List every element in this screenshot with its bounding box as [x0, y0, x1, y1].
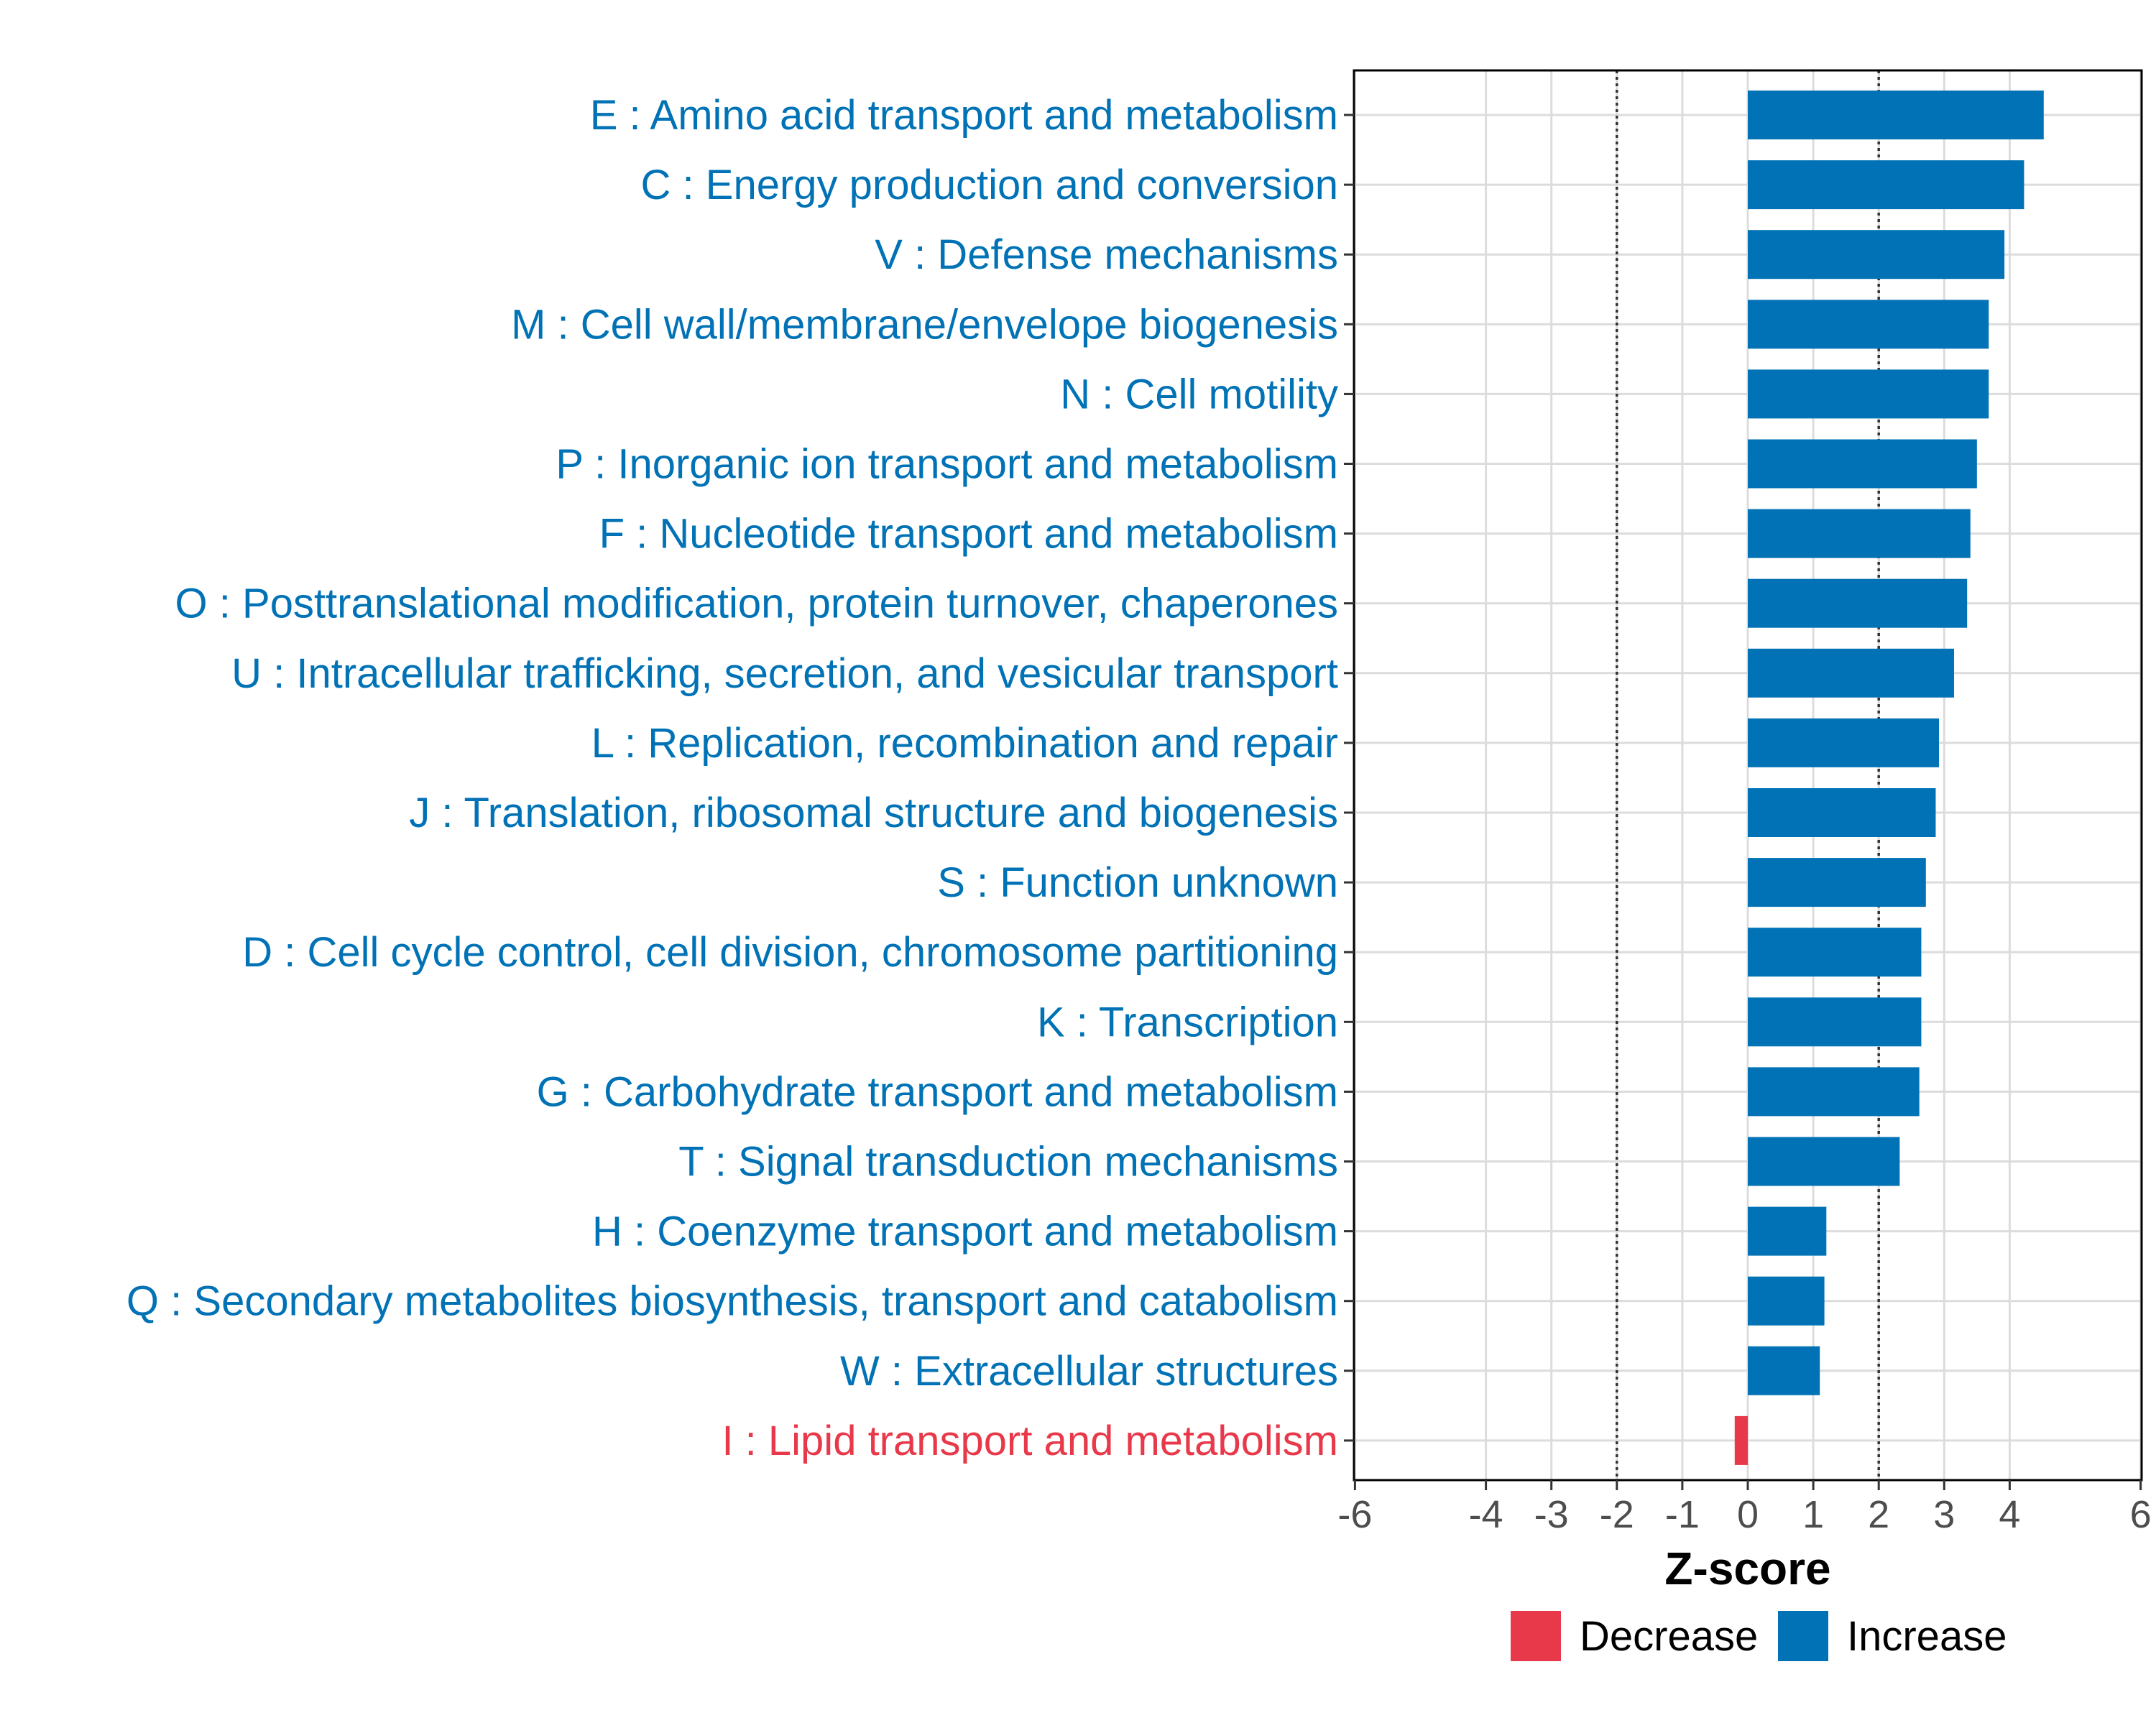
- bar-14: [1748, 1067, 1920, 1117]
- bar-10: [1748, 788, 1936, 837]
- category-label-18: W : Extracellular structures: [840, 1348, 1338, 1395]
- bar-16: [1748, 1206, 1827, 1256]
- legend-swatch-decrease: [1511, 1611, 1561, 1661]
- legend-label-decrease: Decrease: [1580, 1613, 1758, 1660]
- category-label-3: M : Cell wall/membrane/envelope biogenes…: [511, 301, 1338, 348]
- category-label-14: G : Carbohydrate transport and metabolis…: [537, 1068, 1338, 1115]
- x-tick-label-2: -3: [1534, 1493, 1569, 1536]
- x-tick-label-0: -6: [1337, 1493, 1372, 1536]
- x-tick-label-8: 3: [1933, 1493, 1955, 1536]
- x-tick-label-5: 0: [1737, 1493, 1759, 1536]
- legend: Decrease Increase: [1511, 1611, 2007, 1661]
- category-label-9: L : Replication, recombination and repai…: [591, 720, 1338, 767]
- category-label-7: O : Posttranslational modification, prot…: [175, 581, 1338, 627]
- category-label-12: D : Cell cycle control, cell division, c…: [242, 929, 1338, 976]
- category-label-10: J : Translation, ribosomal structure and…: [409, 790, 1338, 836]
- x-tick-label-7: 2: [1868, 1493, 1889, 1536]
- x-tick-label-9: 4: [1999, 1493, 2020, 1536]
- category-label-11: S : Function unknown: [937, 859, 1338, 906]
- bar-8: [1748, 648, 1954, 698]
- bar-19: [1734, 1415, 1748, 1465]
- category-label-0: E : Amino acid transport and metabolism: [590, 92, 1338, 139]
- category-label-8: U : Intracellular trafficking, secretion…: [231, 650, 1338, 697]
- category-label-2: V : Defense mechanisms: [875, 231, 1338, 278]
- x-tick-label-3: -2: [1600, 1493, 1634, 1536]
- category-label-16: H : Coenzyme transport and metabolism: [592, 1209, 1338, 1255]
- bar-2: [1748, 230, 2005, 279]
- bar-4: [1748, 369, 1989, 419]
- category-label-15: T : Signal transduction mechanisms: [678, 1139, 1338, 1186]
- category-label-5: P : Inorganic ion transport and metaboli…: [556, 441, 1338, 488]
- legend-swatch-increase: [1778, 1611, 1828, 1661]
- bar-0: [1748, 91, 2044, 139]
- x-tick-label-10: 6: [2130, 1493, 2152, 1536]
- bar-15: [1748, 1137, 1900, 1186]
- bar-1: [1748, 160, 2024, 210]
- bar-13: [1748, 997, 1922, 1047]
- bar-9: [1748, 718, 1940, 767]
- bar-7: [1748, 578, 1968, 628]
- legend-label-increase: Increase: [1847, 1613, 2007, 1660]
- bar-18: [1748, 1346, 1820, 1395]
- x-tick-label-4: -1: [1665, 1493, 1700, 1536]
- bar-3: [1748, 300, 1989, 349]
- bar-5: [1748, 439, 1977, 489]
- bar-6: [1748, 509, 1971, 558]
- bar-11: [1748, 858, 1926, 907]
- category-label-19: I : Lipid transport and metabolism: [722, 1418, 1338, 1464]
- category-label-17: Q : Secondary metabolites biosynthesis, …: [126, 1278, 1338, 1325]
- category-label-4: N : Cell motility: [1060, 371, 1338, 417]
- category-label-1: C : Energy production and conversion: [641, 162, 1338, 208]
- bar-17: [1748, 1276, 1825, 1326]
- bar-12: [1748, 928, 1922, 977]
- x-axis-title: Z-score: [1664, 1543, 1830, 1594]
- x-tick-label-6: 1: [1802, 1493, 1824, 1536]
- category-label-6: F : Nucleotide transport and metabolism: [599, 511, 1338, 558]
- x-tick-label-1: -4: [1469, 1493, 1503, 1536]
- category-label-13: K : Transcription: [1037, 999, 1338, 1045]
